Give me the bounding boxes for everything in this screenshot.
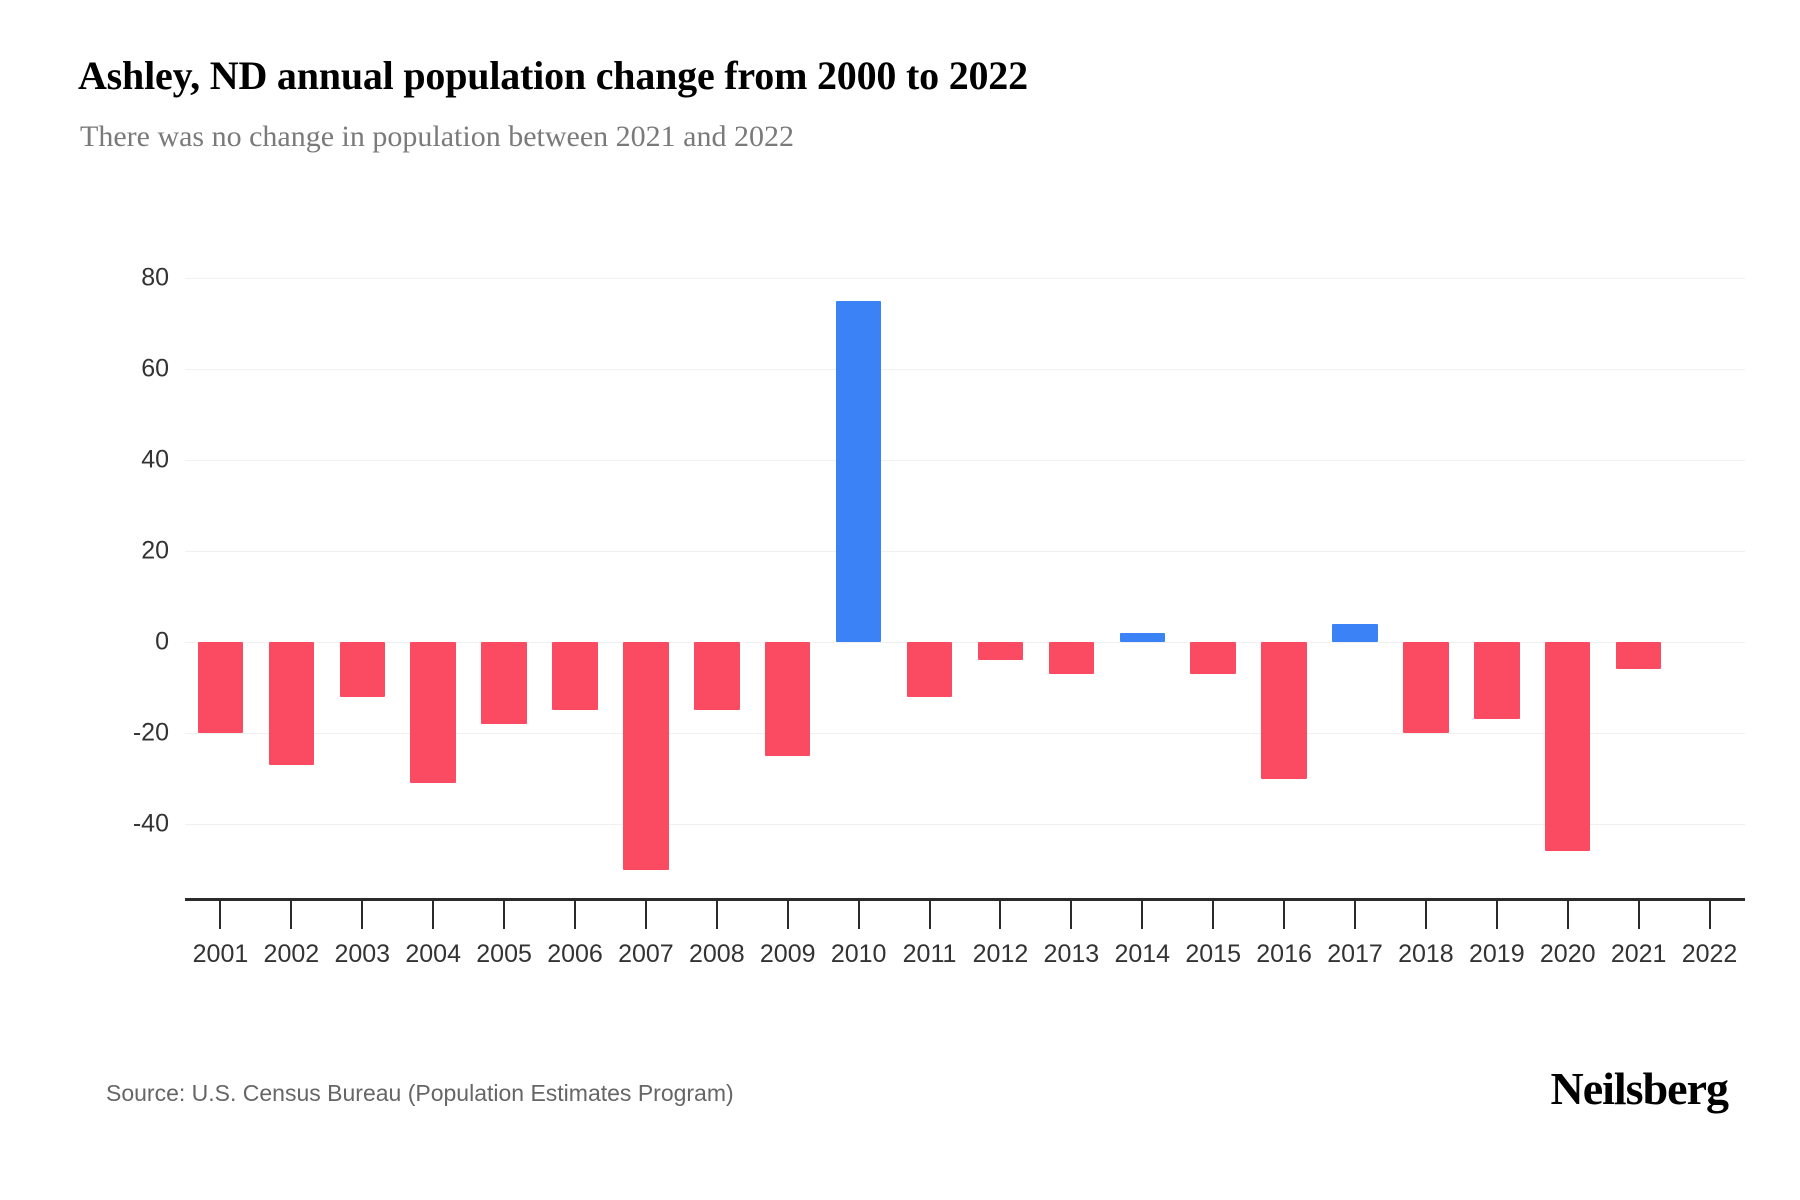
x-axis-tickmark xyxy=(574,901,576,929)
x-axis-tickmark xyxy=(503,901,506,929)
y-axis-tick-label: 80 xyxy=(141,263,169,292)
x-axis-label-2016: 2016 xyxy=(1256,940,1312,968)
x-axis-label-2002: 2002 xyxy=(263,940,320,968)
bar-2009[interactable] xyxy=(765,642,811,756)
bar-2020[interactable] xyxy=(1545,642,1591,852)
y-axis-tick-label: -20 xyxy=(132,718,169,747)
x-axis-label-2007: 2007 xyxy=(618,940,674,968)
gridline xyxy=(185,824,1745,825)
x-axis-label-2009: 2009 xyxy=(759,940,816,968)
x-axis-tickmark xyxy=(1070,901,1073,929)
x-axis-tickmark xyxy=(999,901,1002,929)
x-axis-label-2001: 2001 xyxy=(192,940,249,968)
x-axis-label-2008: 2008 xyxy=(689,940,745,968)
x-axis-tickmark xyxy=(1495,901,1498,929)
x-axis-label-2010: 2010 xyxy=(830,940,887,968)
y-axis-tick-label: 40 xyxy=(141,445,169,474)
x-axis-label-2003: 2003 xyxy=(334,940,391,968)
x-axis-line xyxy=(185,898,1745,901)
bar-2013[interactable] xyxy=(1048,642,1095,674)
bar-2021[interactable] xyxy=(1615,642,1662,670)
x-axis-tickmark xyxy=(290,901,293,929)
x-axis-label-2006: 2006 xyxy=(547,940,603,968)
x-axis-label-2019: 2019 xyxy=(1469,940,1525,968)
bar-2008[interactable] xyxy=(694,642,740,711)
plot-area: 80 60 40 20 0 -20 -40 xyxy=(133,264,1745,910)
bar-2017[interactable] xyxy=(1332,623,1378,642)
x-axis-tickmark xyxy=(1566,901,1569,929)
x-axis-label-2017: 2017 xyxy=(1327,940,1383,968)
y-axis-tick-label: 60 xyxy=(141,354,169,383)
bar-2014[interactable] xyxy=(1119,632,1165,642)
x-axis-tickmark xyxy=(432,901,435,929)
page-subtitle: There was no change in population betwee… xyxy=(80,120,794,153)
x-axis-label-2015: 2015 xyxy=(1185,940,1241,968)
bar-2019[interactable] xyxy=(1474,642,1520,720)
x-axis-tickmark xyxy=(1708,901,1711,929)
x-axis-tickmark xyxy=(928,901,931,929)
x-axis-label-2013: 2013 xyxy=(1043,940,1100,968)
gridline xyxy=(185,278,1745,279)
bar-2010[interactable] xyxy=(835,300,882,642)
gridline xyxy=(185,642,1745,643)
x-axis-label-2014: 2014 xyxy=(1114,940,1171,968)
x-axis-tickmark xyxy=(361,901,364,929)
x-axis-label-2021: 2021 xyxy=(1610,940,1667,968)
bar-2002[interactable] xyxy=(268,642,315,765)
x-axis-tickmark xyxy=(1283,901,1286,929)
y-axis-tick-label: -40 xyxy=(132,809,169,838)
bar-2015[interactable] xyxy=(1190,642,1236,674)
x-axis-tickmark xyxy=(857,901,860,929)
x-axis-tickmark xyxy=(715,901,718,929)
x-axis-tickmark xyxy=(219,901,222,929)
x-axis-tickmark xyxy=(1424,901,1427,929)
x-axis-tickmark xyxy=(644,901,647,929)
y-axis-tick-label: 0 xyxy=(155,627,169,656)
x-axis-label-2022: 2022 xyxy=(1681,940,1738,968)
x-axis-label-2012: 2012 xyxy=(972,940,1029,968)
x-axis-label-2018: 2018 xyxy=(1398,940,1454,968)
x-axis-label-2004: 2004 xyxy=(405,940,461,968)
bar-2018[interactable] xyxy=(1403,642,1449,733)
bar-2007[interactable] xyxy=(623,642,669,870)
x-axis-tickmark xyxy=(786,901,789,929)
bar-2003[interactable] xyxy=(339,642,385,697)
x-axis-tickmark xyxy=(1354,901,1356,929)
x-axis-label-2011: 2011 xyxy=(902,940,957,968)
bar-2011[interactable] xyxy=(906,642,953,697)
bar-2005[interactable] xyxy=(481,642,527,724)
bar-series xyxy=(185,270,1745,910)
bar-2001[interactable] xyxy=(197,642,244,733)
bar-2012[interactable] xyxy=(977,642,1024,661)
bar-2006[interactable] xyxy=(552,642,598,711)
gridline xyxy=(185,733,1745,734)
page-title: Ashley, ND annual population change from… xyxy=(78,53,1028,98)
x-axis-tickmark xyxy=(1637,901,1640,929)
brand-logo: Neilsberg xyxy=(1550,1063,1729,1114)
bar-2016[interactable] xyxy=(1261,642,1307,779)
x-axis-tickmark xyxy=(1212,901,1215,929)
gridline xyxy=(185,460,1745,461)
x-axis-tickmark xyxy=(1141,901,1144,929)
bar-2004[interactable] xyxy=(410,642,456,784)
gridline xyxy=(185,369,1745,370)
y-axis-tick-label: 20 xyxy=(141,536,169,565)
x-axis-label-2020: 2020 xyxy=(1539,940,1596,968)
x-axis-label-2005: 2005 xyxy=(476,940,532,968)
gridline xyxy=(185,551,1745,552)
source-note: Source: U.S. Census Bureau (Population E… xyxy=(106,1080,734,1106)
